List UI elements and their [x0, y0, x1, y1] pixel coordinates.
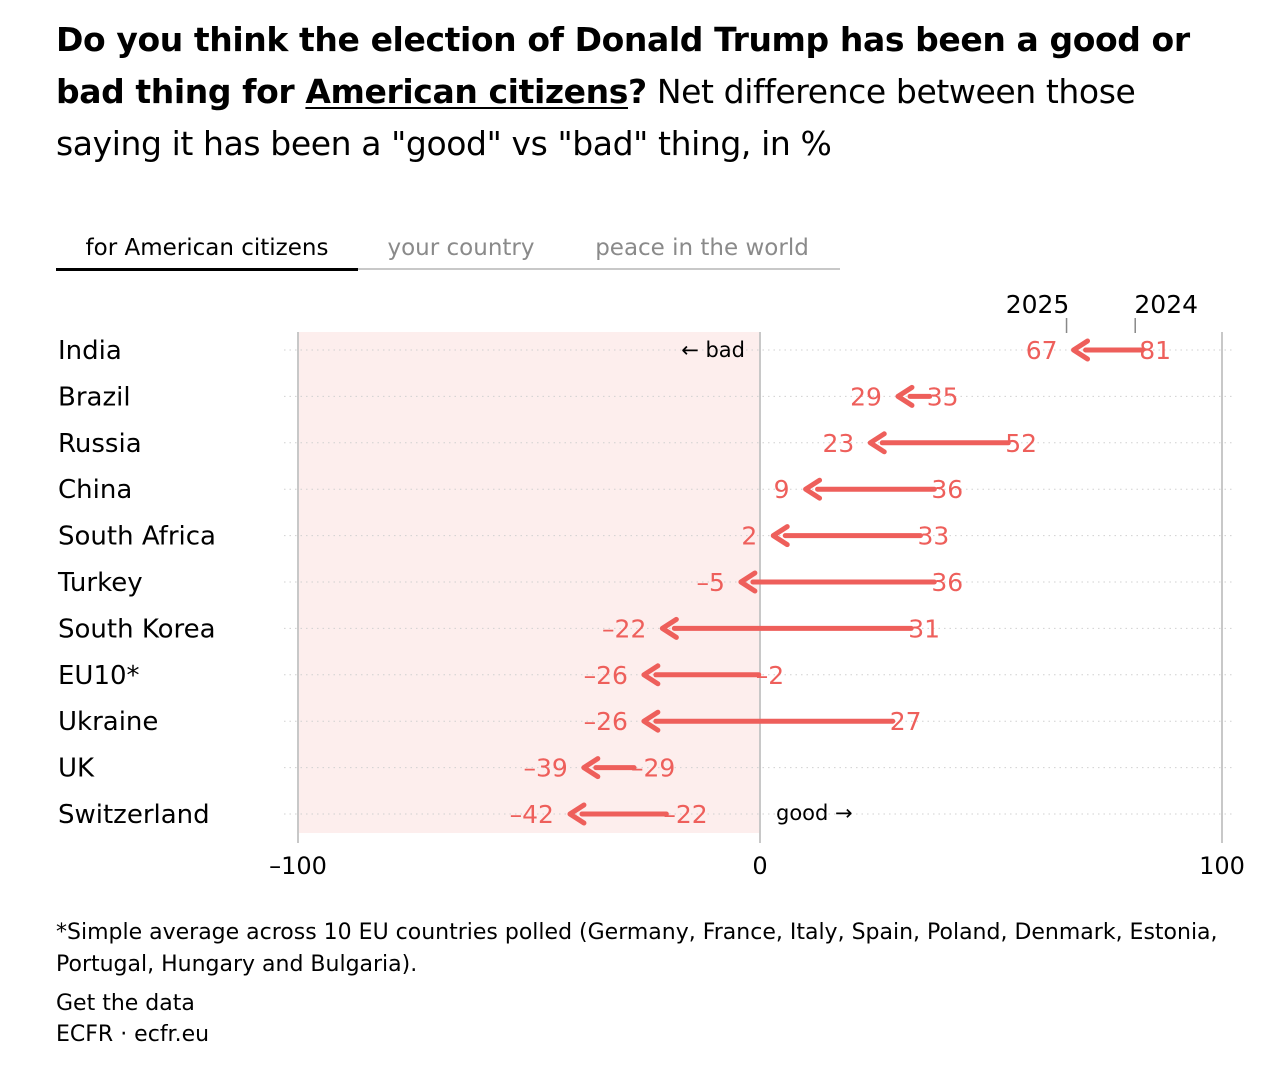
category-label: South Korea — [58, 614, 216, 644]
change-arrow-head — [803, 477, 823, 501]
tab-your-country[interactable]: your country — [358, 232, 564, 270]
title-question: Do you think the election of Donald Trum… — [56, 20, 1190, 111]
value-label-2025: 2 — [741, 522, 757, 551]
tab-bar: for American citizens your country peace… — [56, 232, 840, 271]
series-label-2025: 2025 — [1006, 290, 1070, 319]
x-tick-label: 0 — [752, 852, 767, 880]
category-label: South Africa — [58, 522, 216, 552]
title-question-mark: ? — [627, 72, 647, 111]
value-label-2024: –22 — [663, 800, 707, 829]
title-subtitle: Net difference between those saying it h… — [56, 72, 1136, 163]
value-label-2025: –5 — [696, 568, 724, 597]
category-label: India — [58, 336, 122, 366]
change-arrow-head — [895, 384, 915, 408]
change-arrow-head — [738, 570, 758, 594]
value-label-2024: 81 — [1139, 336, 1171, 365]
get-the-data-link[interactable]: Get the data — [56, 991, 195, 1016]
category-label: Brazil — [58, 382, 131, 412]
category-label: Ukraine — [58, 707, 158, 737]
category-label: China — [58, 475, 132, 505]
value-label-2025: 9 — [774, 475, 790, 504]
bad-direction-annotation: ← bad — [681, 338, 745, 362]
value-label-2024: 27 — [890, 707, 922, 736]
category-label: EU10* — [58, 661, 140, 691]
value-label-2024: 33 — [917, 522, 949, 551]
tab-peace-in-the-world[interactable]: peace in the world — [564, 232, 840, 270]
category-label: Turkey — [57, 568, 143, 598]
value-label-2025: –39 — [524, 754, 568, 783]
good-direction-annotation: good → — [776, 801, 853, 825]
value-label-2024: 52 — [1005, 429, 1037, 458]
category-label: Russia — [58, 429, 142, 459]
change-arrow-head — [867, 431, 887, 455]
change-arrow-head — [1071, 338, 1091, 362]
value-label-2024: 36 — [931, 568, 963, 597]
value-label-2025: 23 — [822, 429, 854, 458]
change-arrow-head — [567, 802, 587, 826]
category-label: UK — [58, 754, 95, 784]
chart-area: –100 0 100 India Brazil Russia China South Afri… — [57, 290, 1245, 880]
value-label-2024: 36 — [931, 475, 963, 504]
chart-title: Do you think the election of Donald Trum… — [56, 14, 1246, 170]
title-emphasis: American citizens — [305, 72, 628, 111]
change-arrow-head — [770, 524, 790, 548]
value-label-2025: –26 — [584, 707, 628, 736]
change-arrow-head — [581, 756, 601, 780]
change-arrow-head — [659, 616, 679, 640]
value-label-2025: –26 — [584, 661, 628, 690]
source-credit: ECFR · ecfr.eu — [56, 1022, 210, 1047]
value-label-2025: 67 — [1026, 336, 1058, 365]
value-label-2024: –2 — [756, 661, 784, 690]
tab-american-citizens[interactable]: for American citizens — [56, 232, 358, 271]
category-label: Switzerland — [58, 800, 210, 830]
footnote: *Simple average across 10 EU countries p… — [56, 920, 1218, 977]
x-tick-label: 100 — [1199, 852, 1245, 880]
value-label-2024: 31 — [908, 614, 940, 643]
value-label-2025: –42 — [510, 800, 554, 829]
change-arrow-head — [641, 709, 661, 733]
value-label-2025: –22 — [602, 614, 646, 643]
value-label-2025: 29 — [850, 382, 882, 411]
series-label-2024: 2024 — [1134, 290, 1198, 319]
value-label-2024: –29 — [631, 754, 675, 783]
x-tick-label: –100 — [269, 852, 327, 880]
negative-region-band — [298, 332, 760, 833]
value-label-2024: 35 — [927, 382, 959, 411]
change-arrow-head — [641, 663, 661, 687]
